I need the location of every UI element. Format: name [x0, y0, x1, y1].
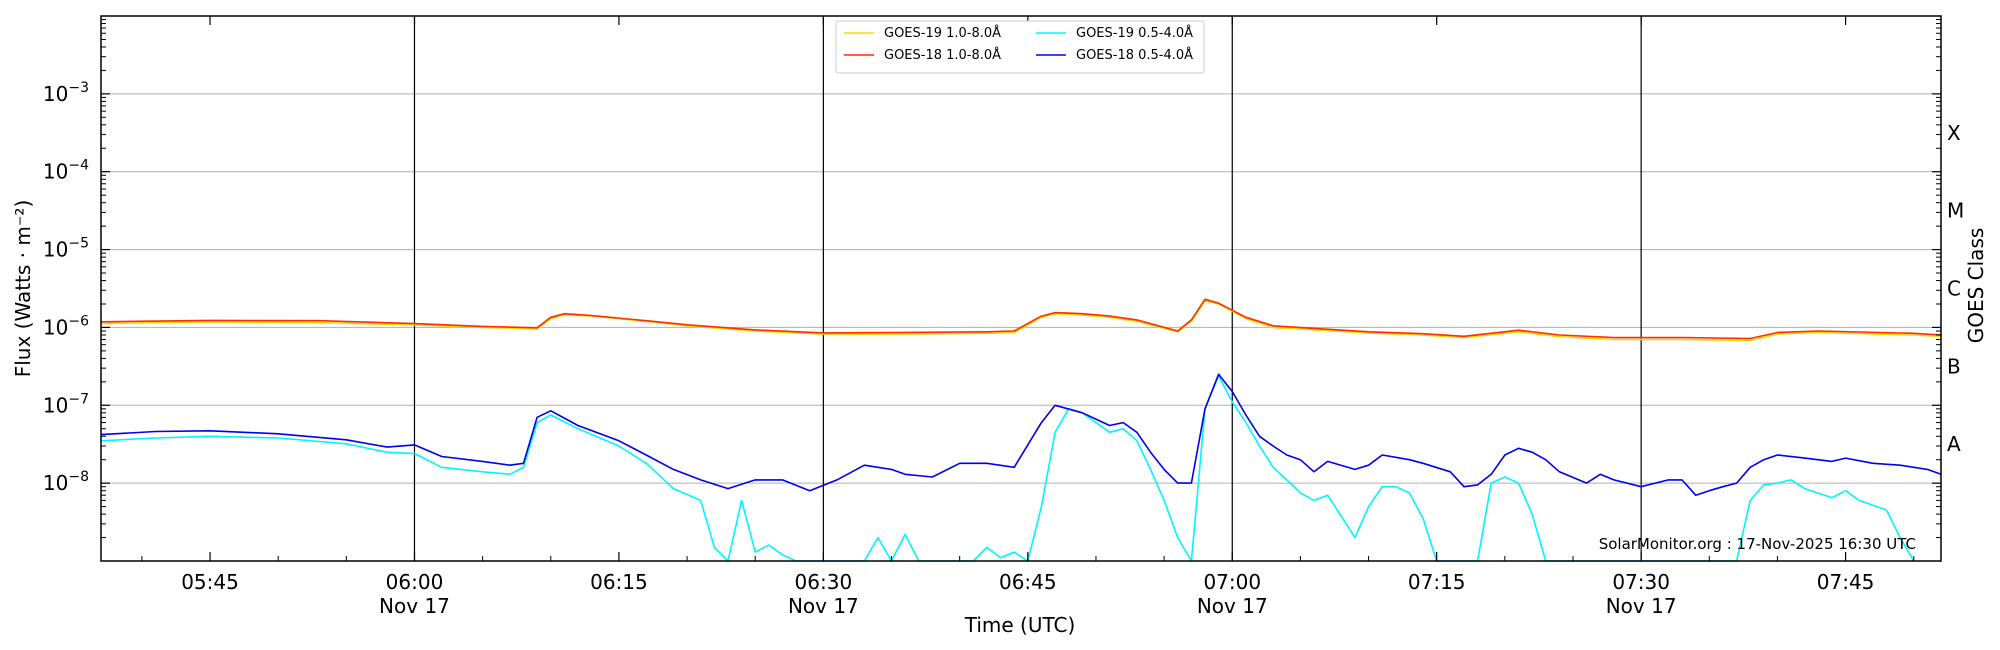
y-tick-exponent: −5: [68, 236, 89, 252]
y-tick-label: 10−8: [43, 469, 89, 495]
legend-label: GOES-18 0.5-4.0Å: [1076, 47, 1193, 63]
x-tick-date-label: Nov 17: [1197, 594, 1268, 618]
series-layer: [100, 298, 1942, 562]
goes-class-label: C: [1947, 277, 1961, 301]
grid-layer: [101, 93, 1941, 484]
legend: GOES-19 1.0-8.0Å GOES-18 1.0-8.0Å GOES-19 …: [835, 20, 1205, 74]
legend-label: GOES-19 0.5-4.0Å: [1076, 25, 1193, 41]
y-tick-exponent: −4: [68, 158, 89, 174]
x-tick-label: 06:15: [590, 570, 648, 594]
y-tick-base: 10: [43, 160, 68, 184]
series-line: [100, 298, 1942, 340]
x-tick-label: 07:30: [1612, 570, 1670, 594]
y-tick-base: 10: [43, 238, 68, 262]
y-tick-label: 10−5: [43, 236, 89, 262]
vline-layer: [413, 16, 1642, 561]
y-tick-base: 10: [43, 393, 68, 417]
legend-box: [835, 20, 1205, 74]
y-tick-base: 10: [43, 315, 68, 339]
y-tick-exponent: −8: [68, 469, 89, 485]
goes-class-label: X: [1947, 121, 1961, 145]
y-tick-exponent: −7: [68, 391, 89, 407]
legend-label: GOES-19 1.0-8.0Å: [884, 25, 1001, 41]
goes-class-label: B: [1947, 354, 1961, 378]
y-axis-title: Flux (Watts · m⁻²): [11, 200, 35, 378]
x-tick-date-label: Nov 17: [788, 594, 859, 618]
x-tick-label: 06:30: [795, 570, 853, 594]
x-tick-label: 07:45: [1817, 570, 1875, 594]
credit-text: SolarMonitor.org : 17-Nov-2025 16:30 UTC: [1599, 535, 1916, 553]
x-tick-date-label: Nov 17: [379, 594, 450, 618]
x-axis-title: Time (UTC): [964, 613, 1076, 637]
y-tick-base: 10: [43, 471, 68, 495]
x-tick-date-label: Nov 17: [1606, 594, 1677, 618]
x-tick-label: 05:45: [181, 570, 239, 594]
tick-layer: [101, 16, 1941, 561]
y-tick-base: 10: [43, 82, 68, 106]
series-line: [100, 299, 1942, 342]
y2-axis-title: GOES Class: [1964, 228, 1988, 344]
plot-frame: [100, 15, 1942, 562]
y-tick-exponent: −3: [68, 80, 89, 96]
y-tick-label: 10−3: [43, 80, 89, 106]
series-line: [100, 374, 1915, 562]
series-line: [100, 373, 1942, 497]
x-tick-label: 06:00: [386, 570, 444, 594]
x-tick-label: 07:00: [1203, 570, 1261, 594]
x-tick-label: 06:45: [999, 570, 1057, 594]
legend-label: GOES-18 1.0-8.0Å: [884, 47, 1001, 63]
goes-class-label: M: [1947, 199, 1964, 223]
legend-items: GOES-19 1.0-8.0Å GOES-18 1.0-8.0Å GOES-19 …: [844, 25, 1193, 63]
y-tick-exponent: −6: [68, 313, 89, 329]
y-tick-label: 10−7: [43, 391, 89, 417]
y-tick-label: 10−4: [43, 158, 89, 184]
x-tick-label: 07:15: [1408, 570, 1466, 594]
goes-class-label: A: [1947, 432, 1961, 456]
y-tick-label: 10−6: [43, 313, 89, 339]
